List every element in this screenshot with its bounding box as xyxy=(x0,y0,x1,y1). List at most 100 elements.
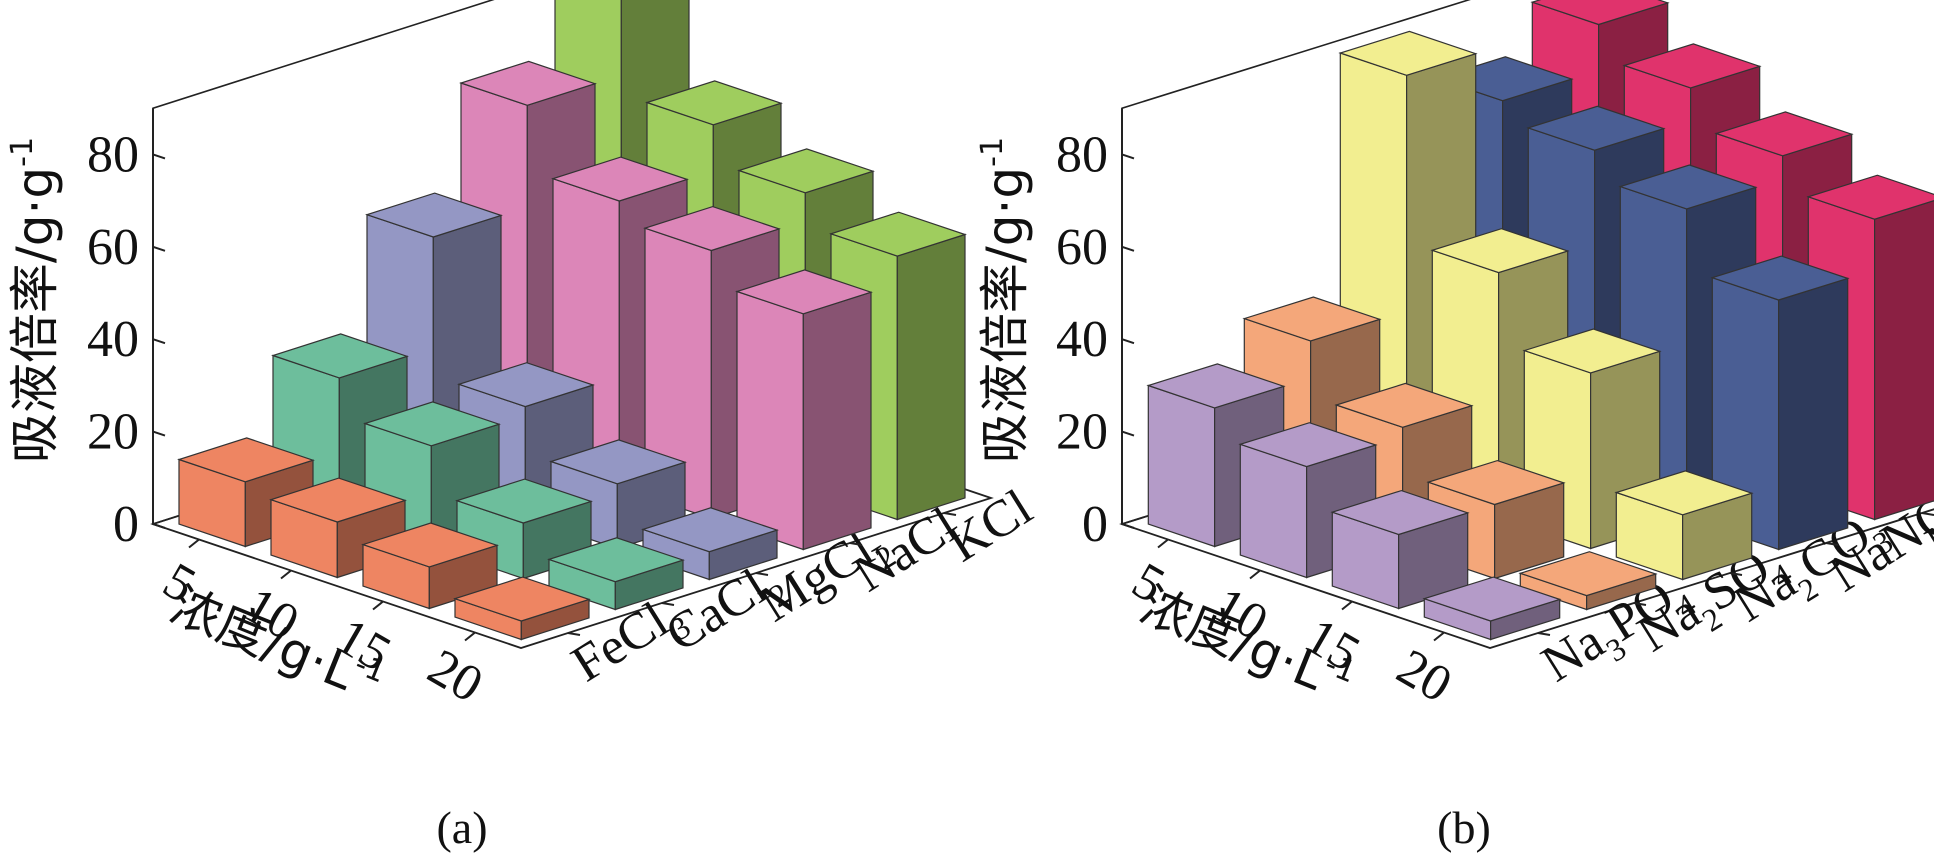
bar-Na3-15 xyxy=(1330,489,1470,610)
x-tick xyxy=(188,538,200,549)
bar-CaCl2-20 xyxy=(547,537,685,611)
bar-top-face xyxy=(269,477,407,523)
bar-top-face xyxy=(365,192,503,238)
bar-top-face xyxy=(1518,551,1658,597)
bar-Na2-20 xyxy=(1614,470,1754,581)
x-tick xyxy=(464,631,476,642)
bar-top-face xyxy=(549,439,687,485)
bar-side-face xyxy=(896,233,966,521)
bar-top-face xyxy=(459,60,597,106)
series-tick xyxy=(1537,632,1551,636)
z-tick-label: 80 xyxy=(87,126,139,183)
z-tick xyxy=(152,153,166,160)
y-axis-title: 吸液倍率/g·g-1 xyxy=(5,137,64,463)
z-tick xyxy=(1121,338,1135,345)
z-tick-label: 60 xyxy=(87,219,139,276)
bar-FeCl3-15 xyxy=(361,522,499,610)
bar-top-face xyxy=(1330,489,1470,536)
bar-side-face xyxy=(802,291,872,551)
z-tick xyxy=(1121,153,1135,160)
bar-side-face xyxy=(1874,200,1934,521)
z-tick xyxy=(152,430,166,437)
bar-top-face xyxy=(737,148,875,194)
series-tick xyxy=(1921,512,1934,516)
x-tick-label: 20 xyxy=(418,639,492,714)
series-tick xyxy=(661,602,675,606)
z-tick-label: 40 xyxy=(87,311,139,368)
bar-top-face xyxy=(1522,328,1662,374)
bar-top-face xyxy=(1146,363,1286,409)
series-tick xyxy=(1729,572,1743,576)
bar-Na2-20 xyxy=(1518,551,1658,611)
bar-top-face xyxy=(1338,30,1478,76)
z-tick-label: 80 xyxy=(1056,126,1108,183)
x-tick xyxy=(1249,569,1261,580)
bar-top-face xyxy=(1614,470,1754,516)
bar-top-face xyxy=(1622,43,1762,89)
bar-top-face xyxy=(1430,228,1570,274)
series-tick xyxy=(1825,542,1839,546)
z-tick xyxy=(1121,245,1135,252)
bar-top-face xyxy=(1426,459,1566,506)
bar-FeCl3-20 xyxy=(453,576,591,641)
x-tick xyxy=(280,569,292,580)
bar-top-face xyxy=(363,401,501,447)
bar-top-face xyxy=(453,576,591,622)
series-tick xyxy=(1633,602,1647,606)
z-tick xyxy=(1121,430,1135,437)
bar-NaCl-20 xyxy=(735,269,873,551)
bar-top-face xyxy=(1806,174,1934,220)
bar-front-face xyxy=(1239,443,1308,579)
bar-top-face xyxy=(1618,164,1758,210)
bar-top-face xyxy=(735,269,873,315)
x-tick-label: 20 xyxy=(1387,639,1461,714)
bar-MgCl2-20 xyxy=(641,507,779,581)
bar-top-face xyxy=(177,437,315,483)
bar-top-face xyxy=(457,362,595,408)
z-tick-label: 20 xyxy=(1056,404,1108,461)
z-tick xyxy=(152,245,166,252)
x-tick xyxy=(1157,538,1169,549)
chart-panel-b: 0204060805101520Na3PO4Na2SO4Na2CO3NaNO3N… xyxy=(975,0,1934,853)
bar-top-face xyxy=(829,211,967,257)
y-axis-title: 吸液倍率/g·g-1 xyxy=(975,137,1034,463)
bar-top-face xyxy=(271,333,409,379)
x-tick xyxy=(372,600,384,611)
series-tick xyxy=(849,542,863,546)
bar-top-face xyxy=(1526,105,1666,151)
z-tick-label: 40 xyxy=(1056,311,1108,368)
x-tick xyxy=(1433,631,1445,642)
bar-top-face xyxy=(1714,111,1854,157)
bar-front-face xyxy=(736,290,804,551)
bar-top-face xyxy=(1334,382,1474,428)
bar-NaNO3-20 xyxy=(1710,255,1850,551)
bar-Na3-20 xyxy=(1422,576,1562,641)
bar-top-face xyxy=(643,205,781,252)
z-tick-label: 0 xyxy=(1082,496,1108,553)
z-tick xyxy=(1121,523,1135,529)
bar-top-face xyxy=(1422,576,1562,622)
bar-top-face xyxy=(1238,422,1378,468)
bar-top-face xyxy=(551,156,689,202)
bar-top-face xyxy=(361,522,499,568)
z-tick-label: 20 xyxy=(87,404,139,461)
bar-front-face xyxy=(1147,384,1216,548)
bar-top-face xyxy=(641,507,779,553)
series-tick xyxy=(943,512,957,516)
bar-top-face xyxy=(645,80,783,126)
series-tick xyxy=(755,572,769,576)
series-tick xyxy=(567,632,581,636)
panel-label: (a) xyxy=(436,802,487,853)
x-tick xyxy=(1341,600,1353,611)
z-tick-label: 60 xyxy=(1056,219,1108,276)
bar-top-face xyxy=(1710,255,1850,301)
z-tick xyxy=(152,523,166,529)
panel-label: (b) xyxy=(1437,802,1491,853)
bar-top-face xyxy=(1242,296,1382,342)
z-tick-label: 0 xyxy=(113,496,139,553)
bar-top-face xyxy=(1530,0,1670,26)
z-tick xyxy=(152,338,166,345)
bar-side-face xyxy=(1778,277,1849,551)
